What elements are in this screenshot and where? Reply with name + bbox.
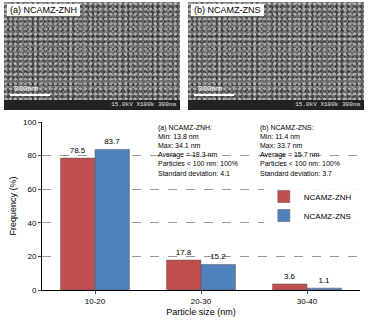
svg-text:NCAMZ-ZNH: NCAMZ-ZNH bbox=[304, 193, 352, 202]
svg-text:60: 60 bbox=[27, 185, 36, 194]
svg-text:20: 20 bbox=[27, 252, 36, 261]
svg-text:80: 80 bbox=[27, 151, 36, 160]
svg-text:0: 0 bbox=[32, 286, 37, 295]
svg-text:100: 100 bbox=[23, 118, 37, 127]
svg-text:40: 40 bbox=[27, 219, 36, 228]
html-text:300nm: 300nm bbox=[198, 84, 223, 93]
svg-text:(b) NCAMZ-ZNS:Min: 11.4 nmMax:: (b) NCAMZ-ZNS:Min: 11.4 nmMax: 33.7 nmAv… bbox=[260, 124, 340, 177]
svg-text:30-40: 30-40 bbox=[297, 297, 318, 306]
svg-text:10-20: 10-20 bbox=[85, 297, 106, 306]
svg-text:83.7: 83.7 bbox=[104, 137, 120, 146]
svg-text:(a) NCAMZ-ZNH:Min: 13.8 nmMax:: (a) NCAMZ-ZNH:Min: 13.8 nmMax: 34.1 nmAv… bbox=[158, 124, 238, 177]
html-text:300nm: 300nm bbox=[14, 84, 39, 93]
svg-text:15.2: 15.2 bbox=[210, 252, 226, 261]
html-text:(a) NCAMZ-ZNH: (a) NCAMZ-ZNH bbox=[10, 5, 77, 15]
html-text:(b) NCAMZ-ZNS: (b) NCAMZ-ZNS bbox=[194, 5, 261, 15]
svg-text:20-30: 20-30 bbox=[191, 297, 212, 306]
svg-text:78.5: 78.5 bbox=[70, 146, 86, 155]
svg-text:Frequency (%): Frequency (%) bbox=[8, 176, 18, 235]
svg-text:3.6: 3.6 bbox=[284, 272, 296, 281]
svg-text:NCAMZ-ZNS: NCAMZ-ZNS bbox=[304, 212, 351, 221]
html-text:15.0kV X100k 300nm: 15.0kV X100k 300nm bbox=[111, 101, 176, 108]
svg-text:1.1: 1.1 bbox=[318, 276, 330, 285]
svg-text:17.8: 17.8 bbox=[176, 248, 192, 257]
svg-text:Particle size (nm): Particle size (nm) bbox=[166, 307, 236, 317]
html-text:15.0kV X100k 300nm: 15.0kV X100k 300nm bbox=[295, 101, 360, 108]
